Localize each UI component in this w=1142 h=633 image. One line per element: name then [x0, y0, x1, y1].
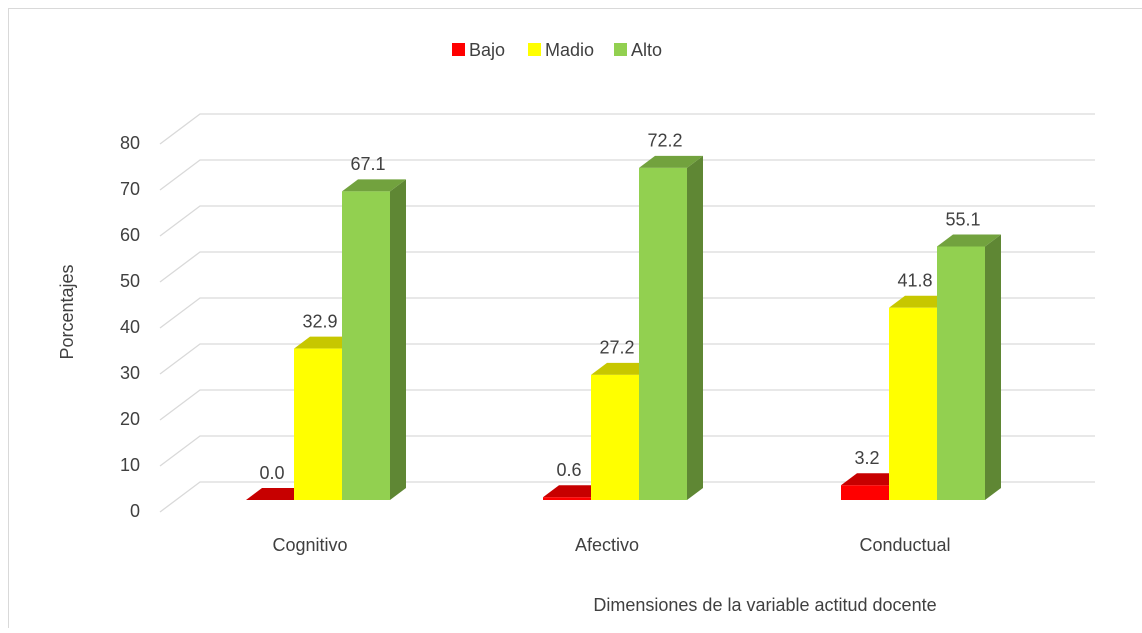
bar-face [342, 191, 390, 500]
bar [937, 235, 1001, 500]
bar-face [687, 156, 703, 500]
legend-label: Madio [545, 40, 594, 60]
legend-swatch [528, 43, 541, 56]
x-tick-label: Cognitivo [272, 535, 347, 555]
data-label: 67.1 [350, 154, 385, 174]
bar-face [639, 168, 687, 500]
x-axis-title: Dimensiones de la variable actitud docen… [593, 595, 936, 615]
grid-line [160, 114, 1095, 144]
bar-face [294, 349, 342, 500]
bar [342, 179, 406, 500]
bar-face [841, 485, 889, 500]
data-label: 72.2 [647, 131, 682, 151]
y-tick-label: 20 [120, 409, 140, 429]
data-label: 27.2 [599, 338, 634, 358]
legend-swatch [614, 43, 627, 56]
y-tick-label: 40 [120, 317, 140, 337]
bar-face [985, 235, 1001, 500]
y-tick-label: 80 [120, 133, 140, 153]
bar-face [937, 247, 985, 500]
legend-swatch [452, 43, 465, 56]
bar [639, 156, 703, 500]
bar-face [543, 497, 591, 500]
legend-label: Alto [631, 40, 662, 60]
y-tick-label: 70 [120, 179, 140, 199]
y-tick-label: 0 [130, 501, 140, 521]
y-tick-label: 60 [120, 225, 140, 245]
data-label: 32.9 [302, 311, 337, 331]
bar-face [390, 179, 406, 500]
y-tick-label: 10 [120, 455, 140, 475]
y-tick-label: 30 [120, 363, 140, 383]
x-tick-label: Afectivo [575, 535, 639, 555]
legend-label: Bajo [469, 40, 505, 60]
data-label: 0.0 [259, 463, 284, 483]
bar-face [591, 375, 639, 500]
data-label: 3.2 [854, 448, 879, 468]
data-label: 55.1 [945, 209, 980, 229]
data-label: 41.8 [897, 270, 932, 290]
grid-line [160, 160, 1095, 190]
data-label: 0.6 [556, 460, 581, 480]
x-tick-label: Conductual [859, 535, 950, 555]
y-axis-title: Porcentajes [57, 264, 77, 359]
bar-face [889, 308, 937, 500]
y-tick-label: 50 [120, 271, 140, 291]
